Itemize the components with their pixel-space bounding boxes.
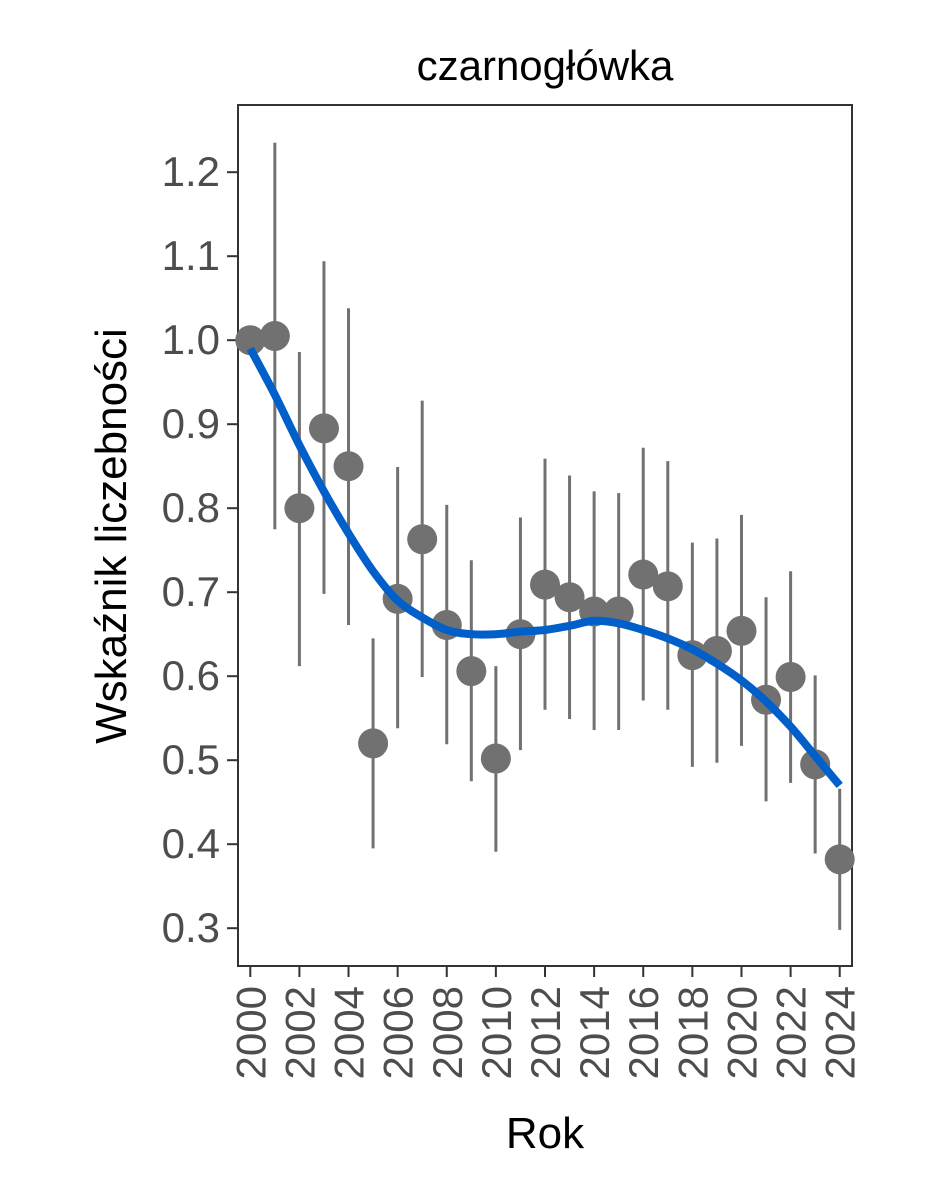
data-point xyxy=(456,656,487,687)
x-tick-label: 2024 xyxy=(817,986,864,1079)
data-point xyxy=(824,844,855,875)
x-tick-label: 2010 xyxy=(473,986,520,1079)
x-tick-label: 2002 xyxy=(276,986,323,1079)
data-point xyxy=(480,743,511,774)
x-tick-label: 2004 xyxy=(326,986,373,1079)
trend-line xyxy=(246,346,843,788)
data-point xyxy=(284,493,315,524)
data-point xyxy=(259,321,290,351)
x-axis: 2000 2002 2004 2006 2008 2010 2012 2014 2016 2018… xyxy=(227,966,864,1079)
y-tick-label: 0.3 xyxy=(162,904,220,951)
x-tick-label: 2008 xyxy=(424,986,471,1079)
data-point xyxy=(628,559,659,590)
data-point xyxy=(652,571,683,602)
x-tick-label: 2006 xyxy=(375,986,422,1079)
data-point xyxy=(554,582,585,613)
data-point xyxy=(358,728,389,759)
y-tick-label: 0.4 xyxy=(162,820,220,867)
y-tick-label: 1.2 xyxy=(162,148,220,195)
data-point xyxy=(800,749,831,780)
data-point xyxy=(407,524,438,555)
x-axis-title: Rok xyxy=(506,1109,585,1158)
x-tick-label: 2014 xyxy=(571,986,618,1079)
y-tick-label: 1.0 xyxy=(162,316,220,363)
data-point xyxy=(726,615,757,646)
x-tick-label: 2012 xyxy=(522,986,569,1079)
y-tick-label: 0.9 xyxy=(162,400,220,447)
y-axis-title: Wskaźnik liczebności xyxy=(87,328,136,744)
y-tick-label: 0.5 xyxy=(162,736,220,783)
y-tick-label: 0.7 xyxy=(162,568,220,615)
chart-title: czarnogłówka xyxy=(417,42,674,89)
y-tick-label: 1.1 xyxy=(162,232,220,279)
data-point xyxy=(775,662,806,693)
data-point xyxy=(333,451,364,482)
x-tick-label: 2000 xyxy=(227,986,274,1079)
y-tick-label: 0.6 xyxy=(162,652,220,699)
x-tick-label: 2018 xyxy=(669,986,716,1079)
x-tick-label: 2022 xyxy=(768,986,815,1079)
y-axis: 0.3 0.4 0.5 0.6 0.7 0.8 0.9 1.0 1.1 1.2 xyxy=(162,148,238,951)
y-tick-label: 0.8 xyxy=(162,484,220,531)
data-point xyxy=(308,413,339,444)
data-point xyxy=(530,569,560,600)
x-tick-label: 2016 xyxy=(620,986,667,1079)
x-tick-label: 2020 xyxy=(718,986,765,1079)
data-point xyxy=(235,325,266,356)
